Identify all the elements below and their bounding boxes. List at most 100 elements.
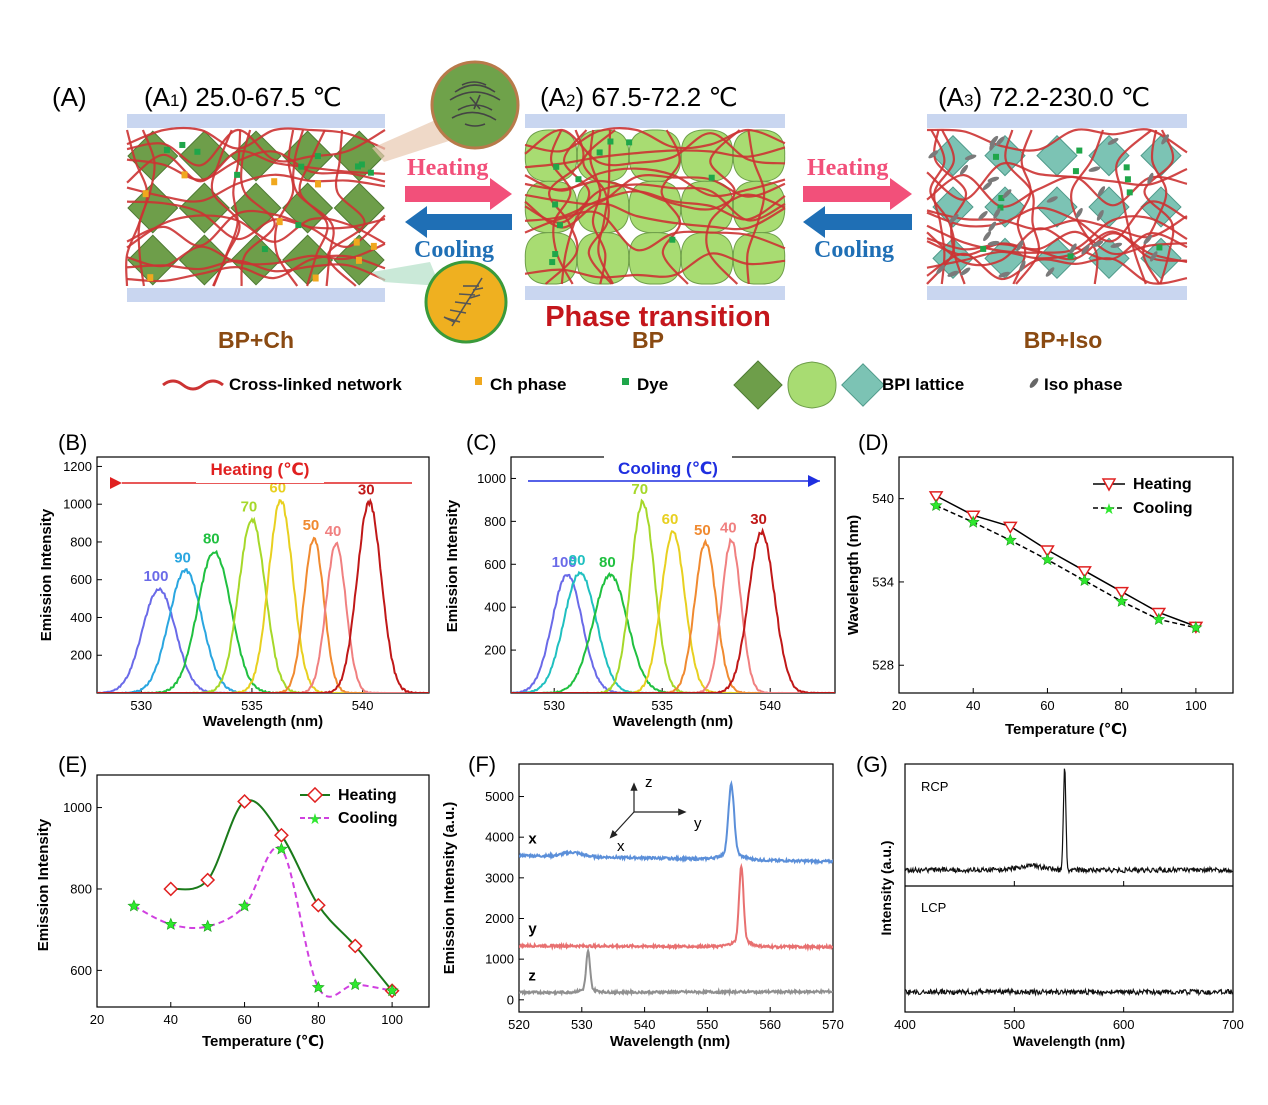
iso-phase-molecule [995, 136, 1005, 146]
bp-iso-lattice [926, 128, 1188, 285]
panel-a: (A) (A1) 25.0-67.5 ℃ (A2) 67.5-72.2 ℃ (A… [52, 60, 1188, 410]
panel-f-xtick-label: 530 [571, 1017, 593, 1032]
spectrum-label-x: x [528, 830, 537, 847]
spectrum-line-100 [97, 586, 429, 693]
cooling-point [127, 899, 141, 912]
panel-f-series-layer [519, 780, 833, 997]
dye-molecule [997, 204, 1004, 211]
panel-g: (G) 400 500 600 700 RCP LCP Wavelength (nm)… [856, 752, 1244, 1049]
ch-phase-molecule [353, 238, 360, 246]
network-strand [1070, 129, 1105, 285]
network-strand [926, 252, 1188, 285]
cooling-point [1152, 612, 1166, 625]
network-strand [326, 129, 366, 287]
spectrum-line-60 [511, 530, 835, 693]
gC-xtick-label: 540 [759, 698, 781, 713]
panel-e-frame [96, 774, 430, 1008]
legend-dye-swatch [622, 378, 629, 385]
panel-e-label: (E) [58, 752, 87, 777]
iso-phase-molecule [1150, 251, 1158, 262]
spectrum-line-90 [97, 567, 429, 693]
spectrum-label-y: y [528, 921, 537, 938]
spectrum-line-30 [97, 497, 429, 693]
heating-arrow-1 [405, 178, 512, 210]
spectrum-line-y [519, 862, 833, 952]
glass-plate-a1-bottom [127, 288, 385, 302]
legend-bpi-swatch-dark [733, 360, 783, 410]
panel-f: (F) 520 530 540 550 560 570010002000300040005… [441, 752, 844, 1050]
panel-g-label: (G) [856, 752, 888, 777]
dye-molecule [194, 148, 201, 155]
dye-molecule [261, 246, 268, 253]
panel-e-ytick-label: 1000 [63, 800, 92, 815]
panel-e-legend-heating-marker [306, 786, 324, 804]
dye-molecule [295, 222, 302, 229]
spectrum-label-90: 90 [174, 549, 191, 566]
network-strand [524, 200, 786, 231]
dye-molecule [1076, 147, 1083, 154]
gC-ytick-label: 200 [484, 643, 506, 658]
panel-f-plot: 520 530 540 550 560 570 0 1000 2000 3000 4000 5000 x… [485, 780, 844, 1032]
network-strand [1115, 129, 1153, 285]
panel-e-xlabel: Temperature (℃) [202, 1033, 324, 1050]
panel-g-rcp-label: RCP [921, 779, 948, 794]
bp-lattice-cell [1140, 186, 1182, 228]
network-strand [524, 127, 786, 153]
gC-ytick-label: 400 [484, 600, 506, 615]
panel-e-plot: 20 40 60 80 100 600 800 1000 [63, 794, 403, 1027]
iso-phase-molecule [987, 176, 1000, 183]
bp-lattice-cell [333, 182, 385, 234]
panel-d-legend-heating-marker [1101, 478, 1117, 492]
panel-d-label: (D) [858, 430, 889, 455]
panel-g-ylabel: Intensity (a.u.) [878, 841, 894, 936]
glass-plate-a2-top [525, 114, 785, 128]
heating-point [1114, 586, 1129, 600]
panel-c-annotation-bg [604, 456, 732, 480]
bp-lattice-cell [732, 232, 786, 285]
spectrum-label-100: 100 [143, 568, 168, 585]
panel-b-annotation: Heating (℃) [211, 460, 310, 479]
glass-plate-a3-top [927, 114, 1187, 128]
network-strand [589, 129, 607, 285]
network-strand [746, 129, 766, 285]
iso-phase-molecule [993, 207, 1001, 219]
dye-molecule [367, 169, 374, 176]
iso-phase-molecule [1002, 189, 1012, 199]
spectrum-label-60: 60 [662, 511, 679, 528]
panel-d-ytick-label: 528 [872, 658, 894, 673]
dye-molecule [626, 139, 633, 146]
gC-ytick-label: 800 [484, 514, 506, 529]
spectrum-label-80: 80 [599, 554, 616, 571]
network-strand [1004, 129, 1041, 285]
gC-series-layer [511, 498, 835, 693]
spectrum-label-50: 50 [694, 522, 711, 539]
cooling-point [201, 919, 215, 932]
spectrum-line-90 [511, 570, 835, 693]
dye-molecule [556, 222, 563, 229]
network-strand [126, 126, 386, 150]
cooling-label-1: Cooling [414, 237, 494, 263]
dye-molecule [314, 153, 321, 160]
legend-bpi-label: BPI lattice [882, 375, 964, 394]
glass-plate-a2-bottom [525, 286, 785, 300]
panel-f-ytick-label: 3000 [485, 870, 514, 885]
state-name-a2: BP [632, 327, 664, 353]
iso-phase-molecule [936, 264, 945, 275]
gC-ytick-label: 1000 [477, 471, 506, 486]
bp-lattice-cell [230, 182, 282, 234]
dye-molecule [708, 174, 715, 181]
panel-e-ytick-label: 600 [70, 963, 92, 978]
panel-d-xtick-label: 100 [1185, 698, 1207, 713]
spectrum-label-70: 70 [631, 481, 648, 498]
bp-lattice-cell [732, 180, 786, 234]
ch-phase-molecule [147, 274, 154, 282]
iso-phase-molecule [1161, 134, 1170, 145]
bp-lattice-cell [282, 182, 334, 234]
network-strand [926, 209, 1188, 239]
dye-molecule [669, 236, 676, 243]
spectrum-line-RCP [904, 768, 1233, 875]
spectrum-line-100 [511, 573, 835, 693]
network-strand [126, 254, 386, 283]
dye-molecule [358, 161, 365, 168]
